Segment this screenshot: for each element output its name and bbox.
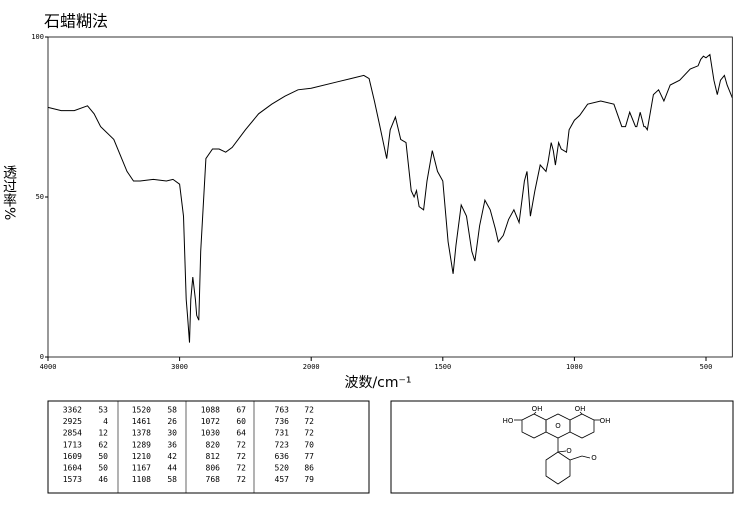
peak-transmittance: 46 xyxy=(98,475,108,484)
plot-frame xyxy=(47,36,733,358)
peak-transmittance: 12 xyxy=(98,429,108,438)
peak-wavenumber: 1072 xyxy=(201,417,220,426)
peak-wavenumber: 1167 xyxy=(132,464,151,473)
y-tick-label: 50 xyxy=(36,193,44,201)
peak-transmittance: 30 xyxy=(167,429,177,438)
peak-wavenumber: 2925 xyxy=(63,417,82,426)
peak-transmittance: 36 xyxy=(167,440,177,449)
peak-wavenumber: 731 xyxy=(275,429,290,438)
peak-transmittance: 72 xyxy=(304,406,314,415)
atom-label: O xyxy=(591,454,597,462)
peak-transmittance: 72 xyxy=(236,452,246,461)
x-tick-label: 4000 xyxy=(40,363,57,371)
atom-label: OH xyxy=(532,405,543,413)
peak-wavenumber: 636 xyxy=(275,452,290,461)
peak-wavenumber: 806 xyxy=(206,464,221,473)
peak-transmittance: 4 xyxy=(103,417,108,426)
peak-wavenumber: 3362 xyxy=(63,406,82,415)
peak-transmittance: 60 xyxy=(236,417,246,426)
peak-wavenumber: 1713 xyxy=(63,440,82,449)
peak-transmittance: 72 xyxy=(236,440,246,449)
peak-wavenumber: 723 xyxy=(275,440,290,449)
peak-wavenumber: 1378 xyxy=(132,429,151,438)
peak-wavenumber: 457 xyxy=(275,475,290,484)
peak-transmittance: 58 xyxy=(167,475,177,484)
peak-wavenumber: 1520 xyxy=(132,406,151,415)
y-tick-label: 0 xyxy=(40,353,44,361)
peak-transmittance: 72 xyxy=(236,475,246,484)
peak-transmittance: 26 xyxy=(167,417,177,426)
peak-table-frame xyxy=(47,400,370,494)
peak-transmittance: 50 xyxy=(98,452,108,461)
peak-transmittance: 72 xyxy=(304,417,314,426)
atom-label: O xyxy=(566,447,572,455)
peak-wavenumber: 1609 xyxy=(63,452,82,461)
x-tick-label: 500 xyxy=(700,363,713,371)
peak-transmittance: 79 xyxy=(304,475,314,484)
peak-wavenumber: 1461 xyxy=(132,417,151,426)
atom-label: OH xyxy=(575,405,586,413)
peak-transmittance: 72 xyxy=(304,429,314,438)
peak-wavenumber: 1210 xyxy=(132,452,151,461)
peak-wavenumber: 1030 xyxy=(201,429,220,438)
structure-frame xyxy=(390,400,734,494)
y-tick-label: 100 xyxy=(31,33,44,41)
peak-transmittance: 86 xyxy=(304,464,314,473)
peak-transmittance: 44 xyxy=(167,464,177,473)
atom-label: OH xyxy=(600,417,611,425)
peak-transmittance: 64 xyxy=(236,429,246,438)
peak-transmittance: 62 xyxy=(98,440,108,449)
peak-wavenumber: 2854 xyxy=(63,429,82,438)
x-tick-label: 3000 xyxy=(171,363,188,371)
peak-wavenumber: 736 xyxy=(275,417,290,426)
peak-transmittance: 70 xyxy=(304,440,314,449)
spectrum-line xyxy=(47,53,733,343)
chart-title: 石蜡糊法 xyxy=(44,12,108,31)
peak-wavenumber: 768 xyxy=(206,475,221,484)
atom-label: O xyxy=(555,422,561,430)
peak-wavenumber: 520 xyxy=(275,464,290,473)
peak-transmittance: 77 xyxy=(304,452,314,461)
peak-wavenumber: 1088 xyxy=(201,406,220,415)
peak-transmittance: 50 xyxy=(98,464,108,473)
y-axis-label: 透过率% xyxy=(1,165,17,220)
x-axis-label: 波数/cm⁻¹ xyxy=(344,375,411,391)
peak-wavenumber: 1108 xyxy=(132,475,151,484)
structure xyxy=(514,411,600,485)
peak-wavenumber: 812 xyxy=(206,452,221,461)
atom-label: HO xyxy=(503,417,514,425)
peak-wavenumber: 820 xyxy=(206,440,221,449)
peak-transmittance: 42 xyxy=(167,452,177,461)
peak-wavenumber: 763 xyxy=(275,406,290,415)
peak-transmittance: 72 xyxy=(236,464,246,473)
x-tick-label: 1000 xyxy=(566,363,583,371)
peak-wavenumber: 1573 xyxy=(63,475,82,484)
x-tick-label: 1500 xyxy=(434,363,451,371)
x-tick-label: 2000 xyxy=(303,363,320,371)
peak-transmittance: 67 xyxy=(236,406,246,415)
peak-wavenumber: 1289 xyxy=(132,440,151,449)
peak-transmittance: 53 xyxy=(98,406,108,415)
peak-wavenumber: 1604 xyxy=(63,464,82,473)
peak-transmittance: 58 xyxy=(167,406,177,415)
